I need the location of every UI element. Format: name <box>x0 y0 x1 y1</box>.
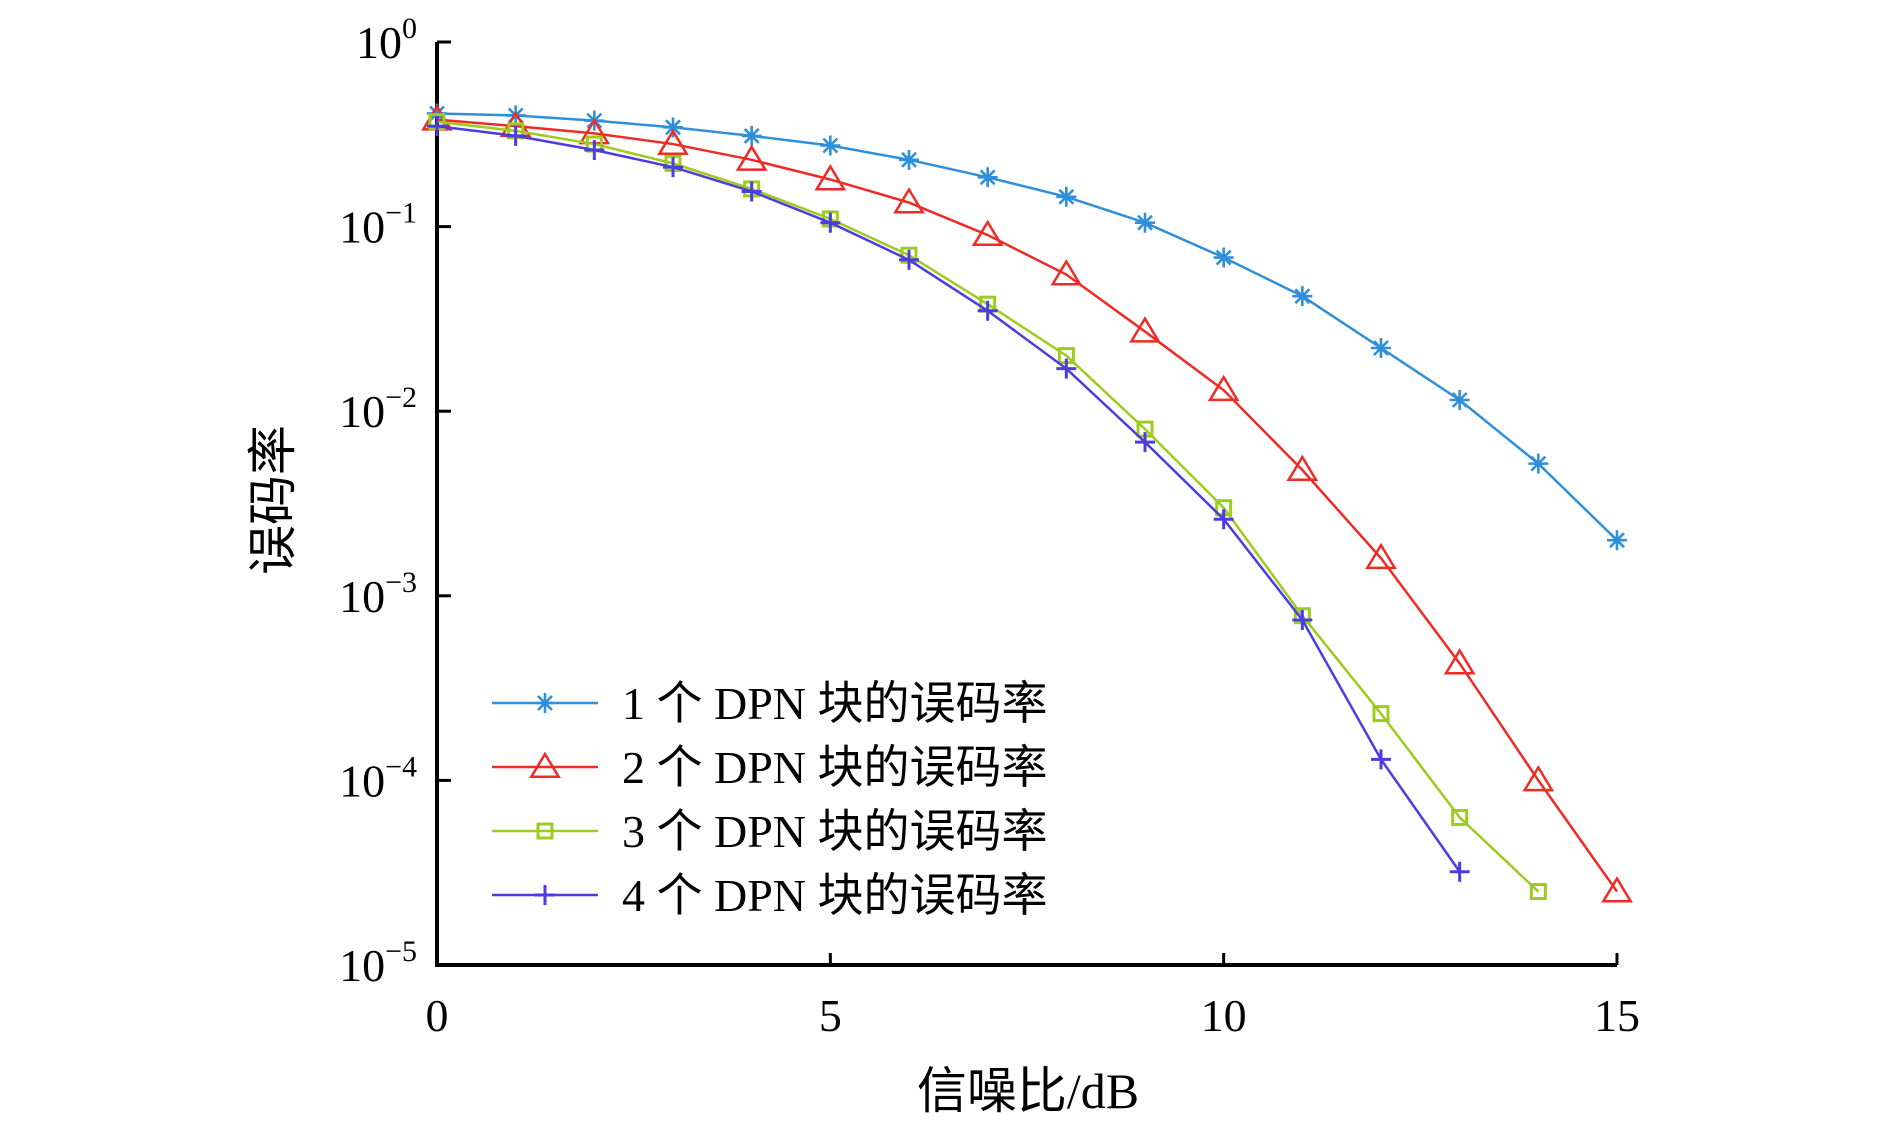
series-1-point <box>820 135 841 156</box>
legend-marker <box>535 885 555 905</box>
y-tick-base: 10 <box>339 386 385 437</box>
series-4-point <box>741 181 762 202</box>
legend-label: 2 个 DPN 块的误码率 <box>622 742 1048 793</box>
y-tick-base: 10 <box>356 17 402 68</box>
legend-entry-3: 3 个 DPN 块的误码率 <box>492 806 1048 857</box>
legend-entry-4: 4 个 DPN 块的误码率 <box>492 870 1048 921</box>
legend-marker <box>535 693 555 713</box>
y-tick-label: 10−2 <box>339 381 417 437</box>
series-4 <box>427 116 1470 882</box>
y-axis-title: 误码率 <box>245 425 301 575</box>
series-1-point <box>899 149 919 170</box>
series-2-point <box>735 144 768 171</box>
series-1-point <box>1292 286 1313 307</box>
series-1-point <box>1056 186 1077 207</box>
x-tick-label: 0 <box>426 990 449 1041</box>
series-1-point <box>1607 530 1627 551</box>
y-tick-exponent: −5 <box>385 935 417 968</box>
series-1-point <box>1371 337 1391 358</box>
legend-label: 1 个 DPN 块的误码率 <box>622 678 1048 729</box>
x-tick-label: 10 <box>1201 990 1247 1041</box>
series-2-line <box>436 118 1619 893</box>
series-2 <box>421 104 1633 903</box>
legend-marker <box>536 822 554 840</box>
y-tick-exponent: −3 <box>385 566 417 599</box>
series-4-point <box>1371 749 1391 770</box>
series-1-point <box>663 117 683 138</box>
y-tick-label: 10−5 <box>339 935 417 991</box>
series-4-point <box>584 139 605 160</box>
legend-entry-2: 2 个 DPN 块的误码率 <box>492 742 1048 793</box>
series-2-point <box>1365 542 1397 570</box>
y-tick-base: 10 <box>339 940 385 991</box>
y-tick-exponent: 0 <box>402 12 417 45</box>
series-1 <box>427 103 1627 551</box>
x-axis-title: 信噪比/dB <box>917 1063 1139 1119</box>
series-4-point <box>977 300 998 321</box>
y-tick-base: 10 <box>339 755 385 806</box>
y-tick-label: 10−1 <box>339 197 417 253</box>
y-tick-base: 10 <box>339 202 385 253</box>
series-2-point <box>1129 316 1161 343</box>
y-tick-base: 10 <box>339 571 385 622</box>
y-tick-label: 10−3 <box>339 566 417 622</box>
series-4-point <box>899 249 919 270</box>
series-2-point <box>1601 876 1633 903</box>
series-4-point <box>1449 861 1470 882</box>
y-tick-exponent: −4 <box>385 750 417 783</box>
x-tick-label: 5 <box>819 990 842 1041</box>
series-1-point <box>741 125 762 146</box>
series-2-point <box>657 128 689 156</box>
series-2-point <box>1522 764 1555 792</box>
series-3-point <box>1451 808 1469 826</box>
series-4-point <box>1056 358 1077 379</box>
series-3-point <box>1372 705 1390 723</box>
legend-label: 3 个 DPN 块的误码率 <box>622 806 1048 857</box>
legend-marker <box>529 751 561 778</box>
series-2-point <box>1050 259 1083 286</box>
y-tick-exponent: −1 <box>385 197 417 230</box>
series-3-point <box>1529 883 1547 901</box>
series-2-point <box>814 164 847 191</box>
series-2-point <box>971 219 1004 247</box>
series-1-point <box>1213 247 1234 268</box>
series-1-point <box>1135 212 1155 233</box>
series-4-point <box>1213 509 1234 530</box>
series-4-point <box>1292 609 1313 630</box>
series-4-point <box>427 116 447 137</box>
series-4-point <box>663 157 683 178</box>
y-tick-label: 100 <box>356 12 417 68</box>
series-4-line <box>436 124 1461 873</box>
legend-label: 4 个 DPN 块的误码率 <box>622 870 1048 921</box>
series-4-point <box>505 125 526 146</box>
series-1-line <box>436 112 1618 542</box>
series-2-point <box>1286 454 1319 482</box>
series-4-point <box>820 212 841 233</box>
series-2-point <box>1207 374 1240 402</box>
x-tick-label: 15 <box>1594 990 1640 1041</box>
legend: 1 个 DPN 块的误码率 2 个 DPN 块的误码率 3 个 DPN 块的误码率 4… <box>492 678 1048 921</box>
series-2-point <box>1443 648 1476 675</box>
series-4-point <box>1135 432 1155 453</box>
legend-entry-1: 1 个 DPN 块的误码率 <box>492 678 1048 729</box>
y-tick-label: 10−4 <box>339 750 417 806</box>
series-2-point <box>893 187 925 214</box>
series-layer <box>421 103 1633 903</box>
y-tick-exponent: −2 <box>385 381 417 414</box>
series-1-point <box>1528 453 1549 474</box>
series-1-point <box>977 167 998 188</box>
series-1-point <box>1449 389 1470 410</box>
